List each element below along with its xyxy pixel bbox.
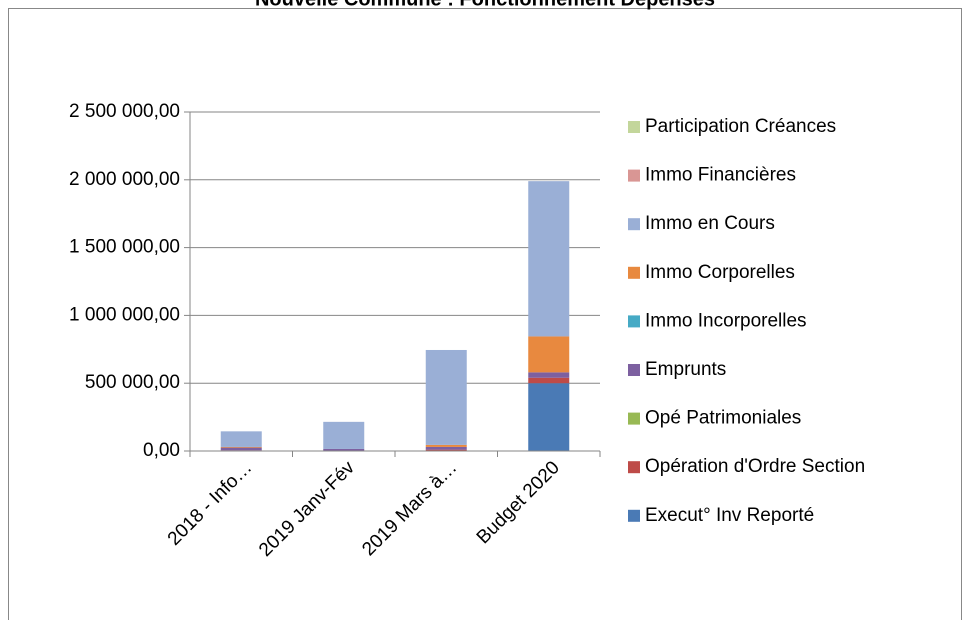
legend-label: Opération d'Ordre Section — [645, 456, 865, 477]
bar-segment — [323, 421, 365, 449]
chart-title: Nouvelle Commune : Fonctionnement Dépens… — [255, 0, 715, 10]
y-tick-label: 0,00 — [143, 440, 180, 461]
legend-swatch — [628, 364, 640, 376]
y-tick-label: 2 500 000,00 — [69, 101, 180, 122]
legend-label: Immo Corporelles — [645, 262, 795, 283]
chart-frame — [8, 8, 962, 620]
bar-segment — [528, 372, 570, 378]
bar-segment — [528, 181, 570, 337]
bar-segment — [425, 446, 467, 450]
legend-label: Immo Incorporelles — [645, 310, 807, 331]
y-tick-label: 500 000,00 — [85, 372, 180, 393]
legend-swatch — [628, 412, 640, 425]
bar-segment — [425, 349, 467, 445]
bar-segment — [528, 336, 570, 373]
legend-swatch — [628, 509, 640, 522]
legend-swatch — [628, 169, 640, 182]
legend-label: Execut° Inv Reporté — [645, 505, 814, 526]
bar-segment — [528, 383, 570, 451]
bar-segment — [323, 448, 365, 451]
legend-label: Emprunts — [645, 359, 726, 380]
bar-segment — [425, 444, 467, 447]
bar-segment — [220, 447, 262, 451]
legend-swatch — [628, 315, 640, 328]
bar-segment — [425, 449, 467, 451]
legend-swatch — [628, 121, 640, 133]
legend-label: Participation Créances — [645, 116, 836, 137]
bar-segment — [220, 431, 262, 447]
bar-segment — [528, 377, 570, 384]
legend-swatch — [628, 218, 640, 231]
bar-segment — [220, 446, 262, 448]
legend-label: Opé Patrimoniales — [645, 408, 801, 429]
y-tick-label: 1 500 000,00 — [69, 237, 180, 258]
legend-swatch — [628, 266, 640, 279]
y-tick-label: 2 000 000,00 — [69, 169, 180, 190]
legend-swatch — [628, 461, 640, 474]
y-tick-label: 1 000 000,00 — [69, 304, 180, 325]
legend-label: Immo en Cours — [645, 213, 775, 234]
legend-label: Immo Financières — [645, 165, 796, 186]
